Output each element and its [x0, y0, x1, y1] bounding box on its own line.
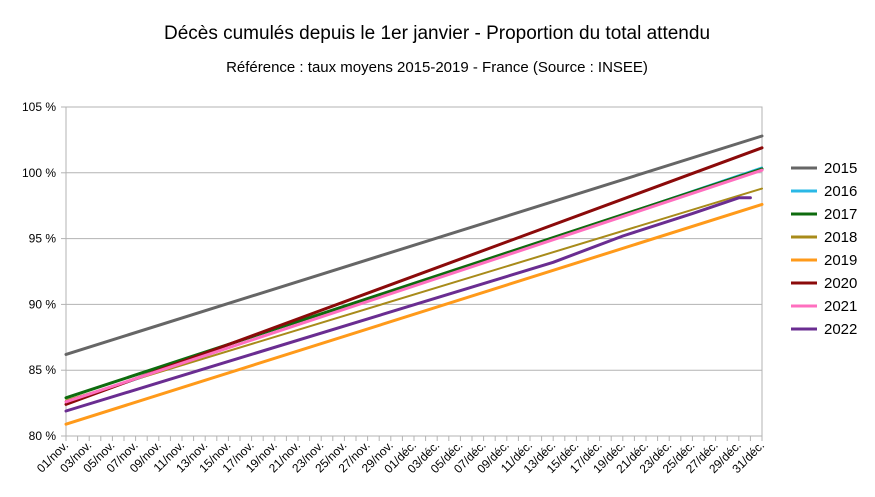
legend: 2015 2016 2017 2018 2019 2020 2021 2022 [791, 160, 857, 338]
y-tick-label: 100 % [22, 166, 56, 180]
legend-label-2022: 2022 [824, 321, 857, 338]
legend-label-2016: 2016 [824, 183, 857, 200]
y-tick-label: 90 % [29, 297, 57, 311]
series-line-2019 [64, 202, 764, 426]
series-line-2018 [65, 187, 763, 402]
series-line-2017 [64, 167, 764, 400]
legend-label-2019: 2019 [824, 252, 857, 269]
legend-label-2017: 2017 [824, 206, 857, 223]
series-line-2022 [64, 196, 752, 413]
chart-title: Décès cumulés depuis le 1er janvier - Pr… [164, 23, 710, 44]
y-tick-label: 105 % [22, 100, 56, 114]
legend-label-2021: 2021 [824, 298, 857, 315]
legend-label-2020: 2020 [824, 275, 857, 292]
chart-subtitle: Référence : taux moyens 2015-2019 - Fran… [226, 59, 648, 76]
y-tick-label: 85 % [29, 363, 57, 377]
y-tick-label: 80 % [29, 429, 57, 443]
series-lines [64, 134, 764, 426]
series-line-2015 [64, 134, 764, 356]
series-line-2021 [64, 168, 764, 404]
legend-label-2015: 2015 [824, 160, 857, 177]
legend-label-2018: 2018 [824, 229, 857, 246]
y-axis: 80 % 85 % 90 % 95 % 100 % 105 % [22, 100, 66, 443]
y-tick-label: 95 % [29, 232, 57, 246]
